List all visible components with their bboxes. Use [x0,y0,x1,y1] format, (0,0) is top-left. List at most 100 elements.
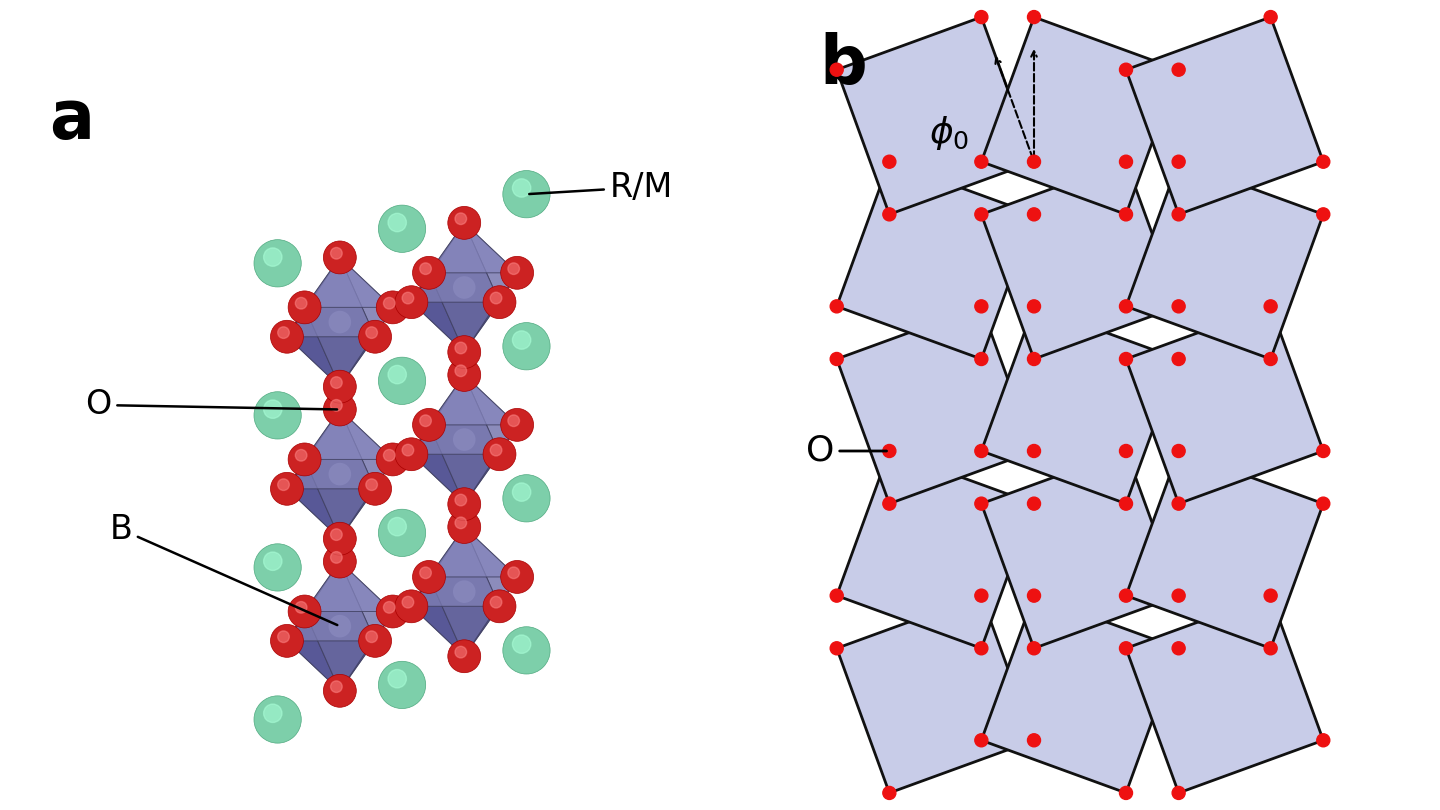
Circle shape [1028,642,1041,654]
Circle shape [1316,497,1329,510]
Text: O: O [806,434,887,468]
Polygon shape [305,307,393,386]
Circle shape [271,320,304,353]
Circle shape [1119,352,1132,365]
Polygon shape [837,306,1034,504]
Circle shape [883,156,896,168]
Circle shape [1119,300,1132,313]
Circle shape [513,483,531,501]
Polygon shape [287,561,340,641]
Circle shape [402,596,413,608]
Circle shape [295,297,307,309]
Polygon shape [981,451,1179,648]
Circle shape [395,286,428,318]
Polygon shape [412,302,500,352]
Polygon shape [412,273,464,352]
Polygon shape [287,258,374,337]
Circle shape [253,696,301,743]
Circle shape [1028,352,1041,365]
Circle shape [448,510,481,544]
Circle shape [831,352,844,365]
Circle shape [331,681,343,693]
Circle shape [253,240,301,287]
Circle shape [366,326,377,339]
Circle shape [1172,63,1185,76]
Circle shape [503,627,550,674]
Circle shape [490,292,503,304]
Polygon shape [429,273,517,352]
Polygon shape [429,375,517,425]
Circle shape [253,392,301,439]
Circle shape [831,63,844,76]
Circle shape [503,475,550,522]
Polygon shape [429,577,517,656]
Polygon shape [287,612,340,691]
Polygon shape [981,595,1179,793]
Polygon shape [340,410,393,488]
Circle shape [975,589,988,602]
Circle shape [264,704,282,723]
Circle shape [295,602,307,613]
Circle shape [324,545,356,578]
Circle shape [883,787,896,799]
Circle shape [1264,589,1277,602]
Polygon shape [412,425,464,504]
Polygon shape [981,306,1179,504]
Circle shape [253,544,301,591]
Circle shape [387,213,406,232]
Circle shape [1028,208,1041,221]
Circle shape [1172,156,1185,168]
Polygon shape [305,561,393,612]
Circle shape [1264,352,1277,365]
Text: a: a [49,87,95,153]
Circle shape [324,370,356,403]
Circle shape [366,479,377,491]
Polygon shape [305,612,393,691]
Text: R/M: R/M [530,171,672,204]
Circle shape [501,408,534,441]
Circle shape [1264,300,1277,313]
Circle shape [288,443,321,476]
Circle shape [831,642,844,654]
Circle shape [1316,156,1329,168]
Circle shape [278,479,289,491]
Circle shape [387,518,406,536]
Circle shape [455,646,467,658]
Circle shape [448,207,481,239]
Circle shape [383,450,395,461]
Polygon shape [1126,17,1323,215]
Circle shape [1028,300,1041,313]
Polygon shape [412,375,500,454]
Polygon shape [412,527,500,607]
Circle shape [513,179,531,197]
Polygon shape [412,223,500,302]
Polygon shape [340,561,393,641]
Circle shape [379,357,426,404]
Circle shape [402,292,413,304]
Polygon shape [837,162,1034,359]
Circle shape [1119,497,1132,510]
Polygon shape [464,273,517,352]
Circle shape [412,256,445,289]
Polygon shape [981,162,1179,359]
Circle shape [1028,734,1041,747]
Circle shape [454,277,475,298]
Circle shape [1172,352,1185,365]
Polygon shape [1126,595,1323,793]
Circle shape [331,552,343,563]
Polygon shape [464,577,517,656]
Circle shape [455,494,467,506]
Circle shape [264,400,282,418]
Circle shape [331,399,343,411]
Circle shape [1028,445,1041,458]
Circle shape [1119,445,1132,458]
Polygon shape [429,425,517,504]
Polygon shape [412,527,464,607]
Circle shape [395,437,428,471]
Circle shape [1119,642,1132,654]
Polygon shape [287,488,374,539]
Circle shape [278,326,289,339]
Circle shape [448,359,481,391]
Circle shape [975,156,988,168]
Circle shape [387,365,406,384]
